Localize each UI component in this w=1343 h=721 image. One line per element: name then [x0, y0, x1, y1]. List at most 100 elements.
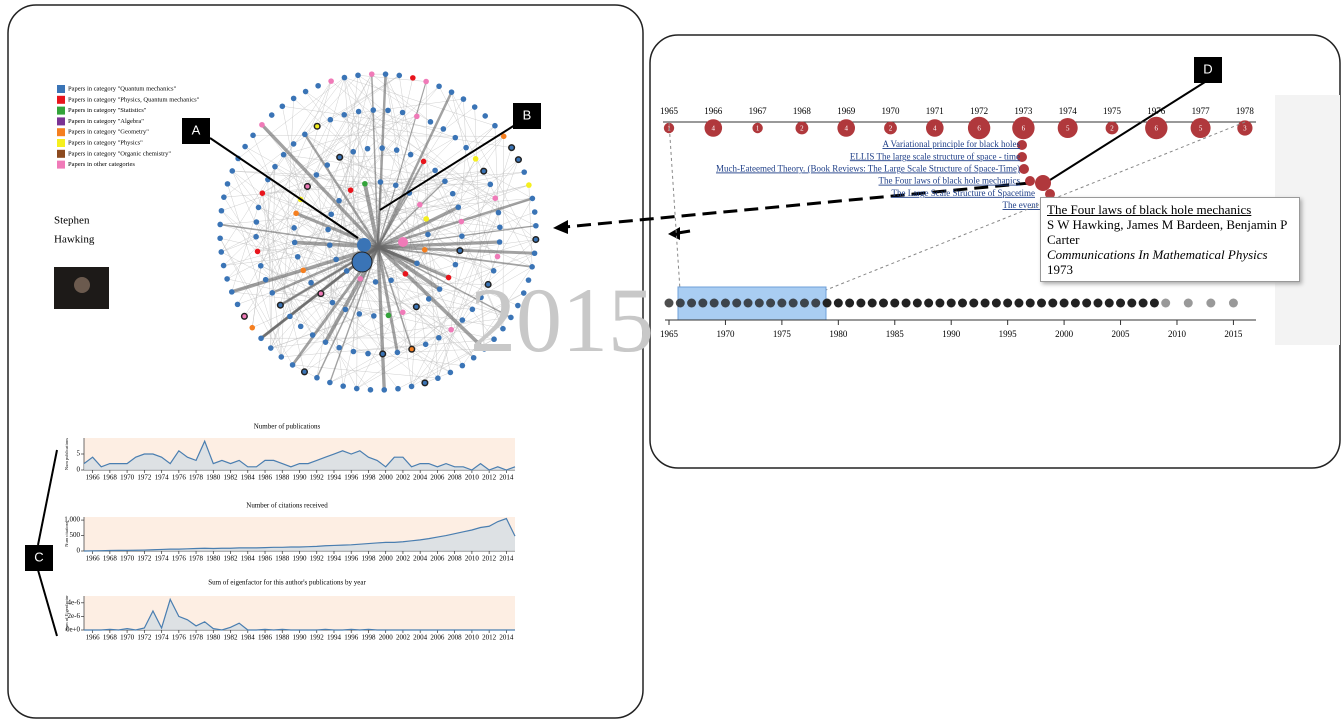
year-dot — [1060, 299, 1069, 308]
year-count-label: 6 — [1155, 125, 1159, 133]
year-dot — [766, 299, 775, 308]
paper-node — [255, 249, 261, 255]
paper-node — [351, 349, 357, 355]
paper-node — [300, 268, 306, 274]
paper-node — [279, 354, 285, 360]
x-tick-label: 1978 — [189, 474, 204, 482]
paper-node — [323, 339, 329, 345]
year-dot — [958, 299, 967, 308]
paper-node — [328, 78, 334, 84]
paper-node — [435, 375, 441, 381]
paper-node — [280, 103, 286, 109]
axis-tick-label: 1970 — [716, 329, 735, 339]
paper-node — [357, 238, 371, 252]
x-tick-label: 2006 — [430, 634, 445, 642]
paper-node — [269, 290, 275, 296]
paper-node — [417, 202, 423, 208]
paper-node — [497, 224, 503, 230]
paper-node — [362, 181, 368, 187]
year-label: 1975 — [1103, 106, 1122, 116]
callout-line — [38, 450, 57, 545]
paper-node — [509, 145, 515, 151]
year-label: 1969 — [837, 106, 856, 116]
x-tick-label: 1972 — [137, 634, 152, 642]
legend-label: Papers in category "Statistics" — [68, 107, 147, 114]
paper-node — [403, 271, 409, 277]
paper-node — [449, 89, 455, 95]
arrow-head — [553, 220, 568, 234]
paper-node — [395, 350, 401, 356]
paper-node — [383, 71, 389, 77]
paper-node — [423, 79, 429, 85]
x-tick-label: 2004 — [413, 555, 428, 563]
year-dot — [777, 299, 786, 308]
paper-node — [354, 386, 360, 392]
legend-label: Papers in category "Geometry" — [68, 129, 149, 136]
legend-label: Papers in category "Quantum mechanics" — [68, 85, 177, 92]
y-tick-label: 500 — [70, 531, 81, 539]
year-count-label: 4 — [933, 125, 937, 133]
axis-tick-label: 2005 — [1112, 329, 1131, 339]
year-dot — [823, 299, 832, 308]
paper-node — [461, 96, 467, 102]
paper-node — [455, 204, 461, 210]
paper-node — [482, 113, 488, 119]
canvas: 2015 Stephen Hawking Papers in category … — [0, 0, 1343, 721]
year-dot — [890, 299, 899, 308]
paper-node — [422, 247, 428, 253]
axis-tick-label: 1965 — [660, 329, 679, 339]
x-tick-label: 2008 — [448, 474, 463, 482]
year-label: 1978 — [1236, 106, 1255, 116]
author-last: Hawking — [54, 234, 95, 246]
paper-node — [327, 242, 333, 248]
year-dot — [1184, 299, 1193, 308]
x-tick-label: 2014 — [499, 634, 514, 642]
x-tick-label: 2008 — [448, 555, 463, 563]
paper-dot — [1035, 175, 1051, 191]
year-count-label: 2 — [1110, 125, 1114, 133]
x-tick-label: 1966 — [86, 555, 101, 563]
x-tick-label: 2004 — [413, 474, 428, 482]
paper-node — [342, 75, 348, 81]
axis-tick-label: 1975 — [773, 329, 792, 339]
paper-node — [302, 132, 308, 138]
paper-node — [442, 178, 448, 184]
x-tick-label: 1982 — [224, 474, 239, 482]
paper-node — [414, 304, 420, 310]
year-dot — [1093, 299, 1102, 308]
paper-node — [459, 233, 465, 239]
year-dot — [789, 299, 798, 308]
x-tick-label: 2000 — [379, 474, 394, 482]
year-dot — [1071, 299, 1080, 308]
paper-node — [388, 277, 394, 283]
axis-tick-label: 1985 — [886, 329, 905, 339]
paper-node — [217, 222, 223, 228]
y-axis-label: Num citations — [64, 521, 69, 547]
paper-node — [394, 147, 400, 153]
paper-node — [414, 114, 420, 120]
axis-tick-label: 2010 — [1168, 329, 1187, 339]
paper-title: ELLIS The large scale structure of space… — [850, 151, 1020, 161]
paper-node — [324, 162, 330, 168]
paper-node — [258, 335, 264, 341]
paper-node — [370, 107, 376, 113]
paper-node — [291, 96, 297, 102]
paper-node — [408, 152, 414, 158]
photo-face — [74, 277, 90, 293]
paper-node — [371, 313, 377, 319]
paper-node — [516, 157, 522, 163]
paper-node — [217, 235, 223, 241]
paper-node — [229, 289, 235, 295]
x-tick-label: 1980 — [206, 555, 221, 563]
paper-node — [365, 351, 371, 357]
year-dot — [698, 299, 707, 308]
x-tick-label: 1986 — [258, 474, 273, 482]
y-tick-label: 5 — [77, 450, 81, 458]
year-dot — [868, 299, 877, 308]
paper-node — [333, 257, 339, 263]
callout-label: D — [1203, 61, 1212, 76]
year-dot — [902, 299, 911, 308]
tooltip-year: 1973 — [1047, 262, 1293, 277]
year-dot — [992, 299, 1001, 308]
guide — [669, 122, 680, 290]
